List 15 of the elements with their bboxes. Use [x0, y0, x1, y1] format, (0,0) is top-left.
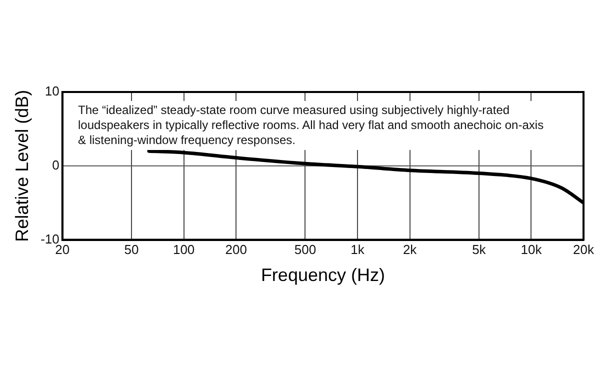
y-tick-label: 10 [44, 84, 60, 99]
x-tick-label: 20k [573, 242, 594, 258]
x-tick-label: 5k [472, 242, 486, 258]
x-tick-label: 2k [402, 242, 418, 258]
x-tick-label: 200 [225, 242, 247, 258]
x-tick-label: 10k [520, 242, 542, 258]
x-axis-title: Frequency (Hz) [260, 265, 385, 286]
x-tick-label: 500 [294, 242, 316, 258]
y-tick-label: -10 [40, 231, 60, 246]
annotation: The “idealized” steady-state room curve measured using subjectively highly-rated loudspeakers in typically reflective rooms. All had very flat and smooth anechoic on-axis & listening-window frequency responses. [74, 101, 552, 150]
x-tick-label: 1k [350, 242, 365, 258]
y-axis-title: Relative Level (dB) [12, 90, 32, 242]
x-tick-label: 100 [172, 242, 195, 258]
x-tick-label: 50 [124, 242, 139, 258]
y-tick-label: 0 [52, 157, 60, 172]
